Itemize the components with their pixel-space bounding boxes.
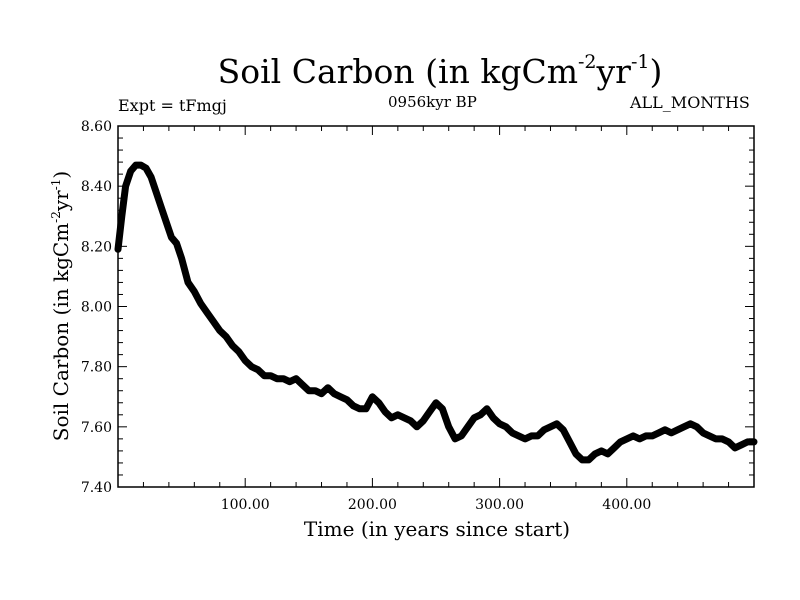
y-tick-label: 7.80 xyxy=(81,360,112,376)
y-tick-label: 7.60 xyxy=(81,420,112,436)
y-axis-title: Soil Carbon (in kgCm-2yr-1) xyxy=(49,171,73,441)
experiment-label: Expt = tFmgj xyxy=(118,96,227,115)
y-tick-labels: 7.40 7.60 7.80 8.00 8.20 8.40 8.60 xyxy=(81,119,112,496)
x-tick-labels: 100.00 200.00 300.00 400.00 xyxy=(221,497,652,513)
series-line xyxy=(114,161,758,464)
period-label: 0956kyr BP xyxy=(388,93,477,111)
y-tick-label: 8.00 xyxy=(81,300,112,316)
plot-frame xyxy=(117,125,755,488)
x-tick-label: 300.00 xyxy=(475,497,524,513)
months-label: ALL_MONTHS xyxy=(630,93,750,112)
x-axis-title: Time (in years since start) xyxy=(304,517,570,541)
series-group xyxy=(114,161,758,464)
y-tick-label: 8.60 xyxy=(81,119,112,135)
x-tick-label: 100.00 xyxy=(221,497,270,513)
x-tick-label: 400.00 xyxy=(602,497,651,513)
x-tick-label: 200.00 xyxy=(348,497,397,513)
chart-title: Soil Carbon (in kgCm-2yr-1) xyxy=(217,51,663,91)
axis-ticks xyxy=(118,126,754,487)
y-tick-label: 7.40 xyxy=(81,480,112,496)
y-tick-label: 8.40 xyxy=(81,179,112,195)
y-tick-label: 8.20 xyxy=(81,239,112,255)
